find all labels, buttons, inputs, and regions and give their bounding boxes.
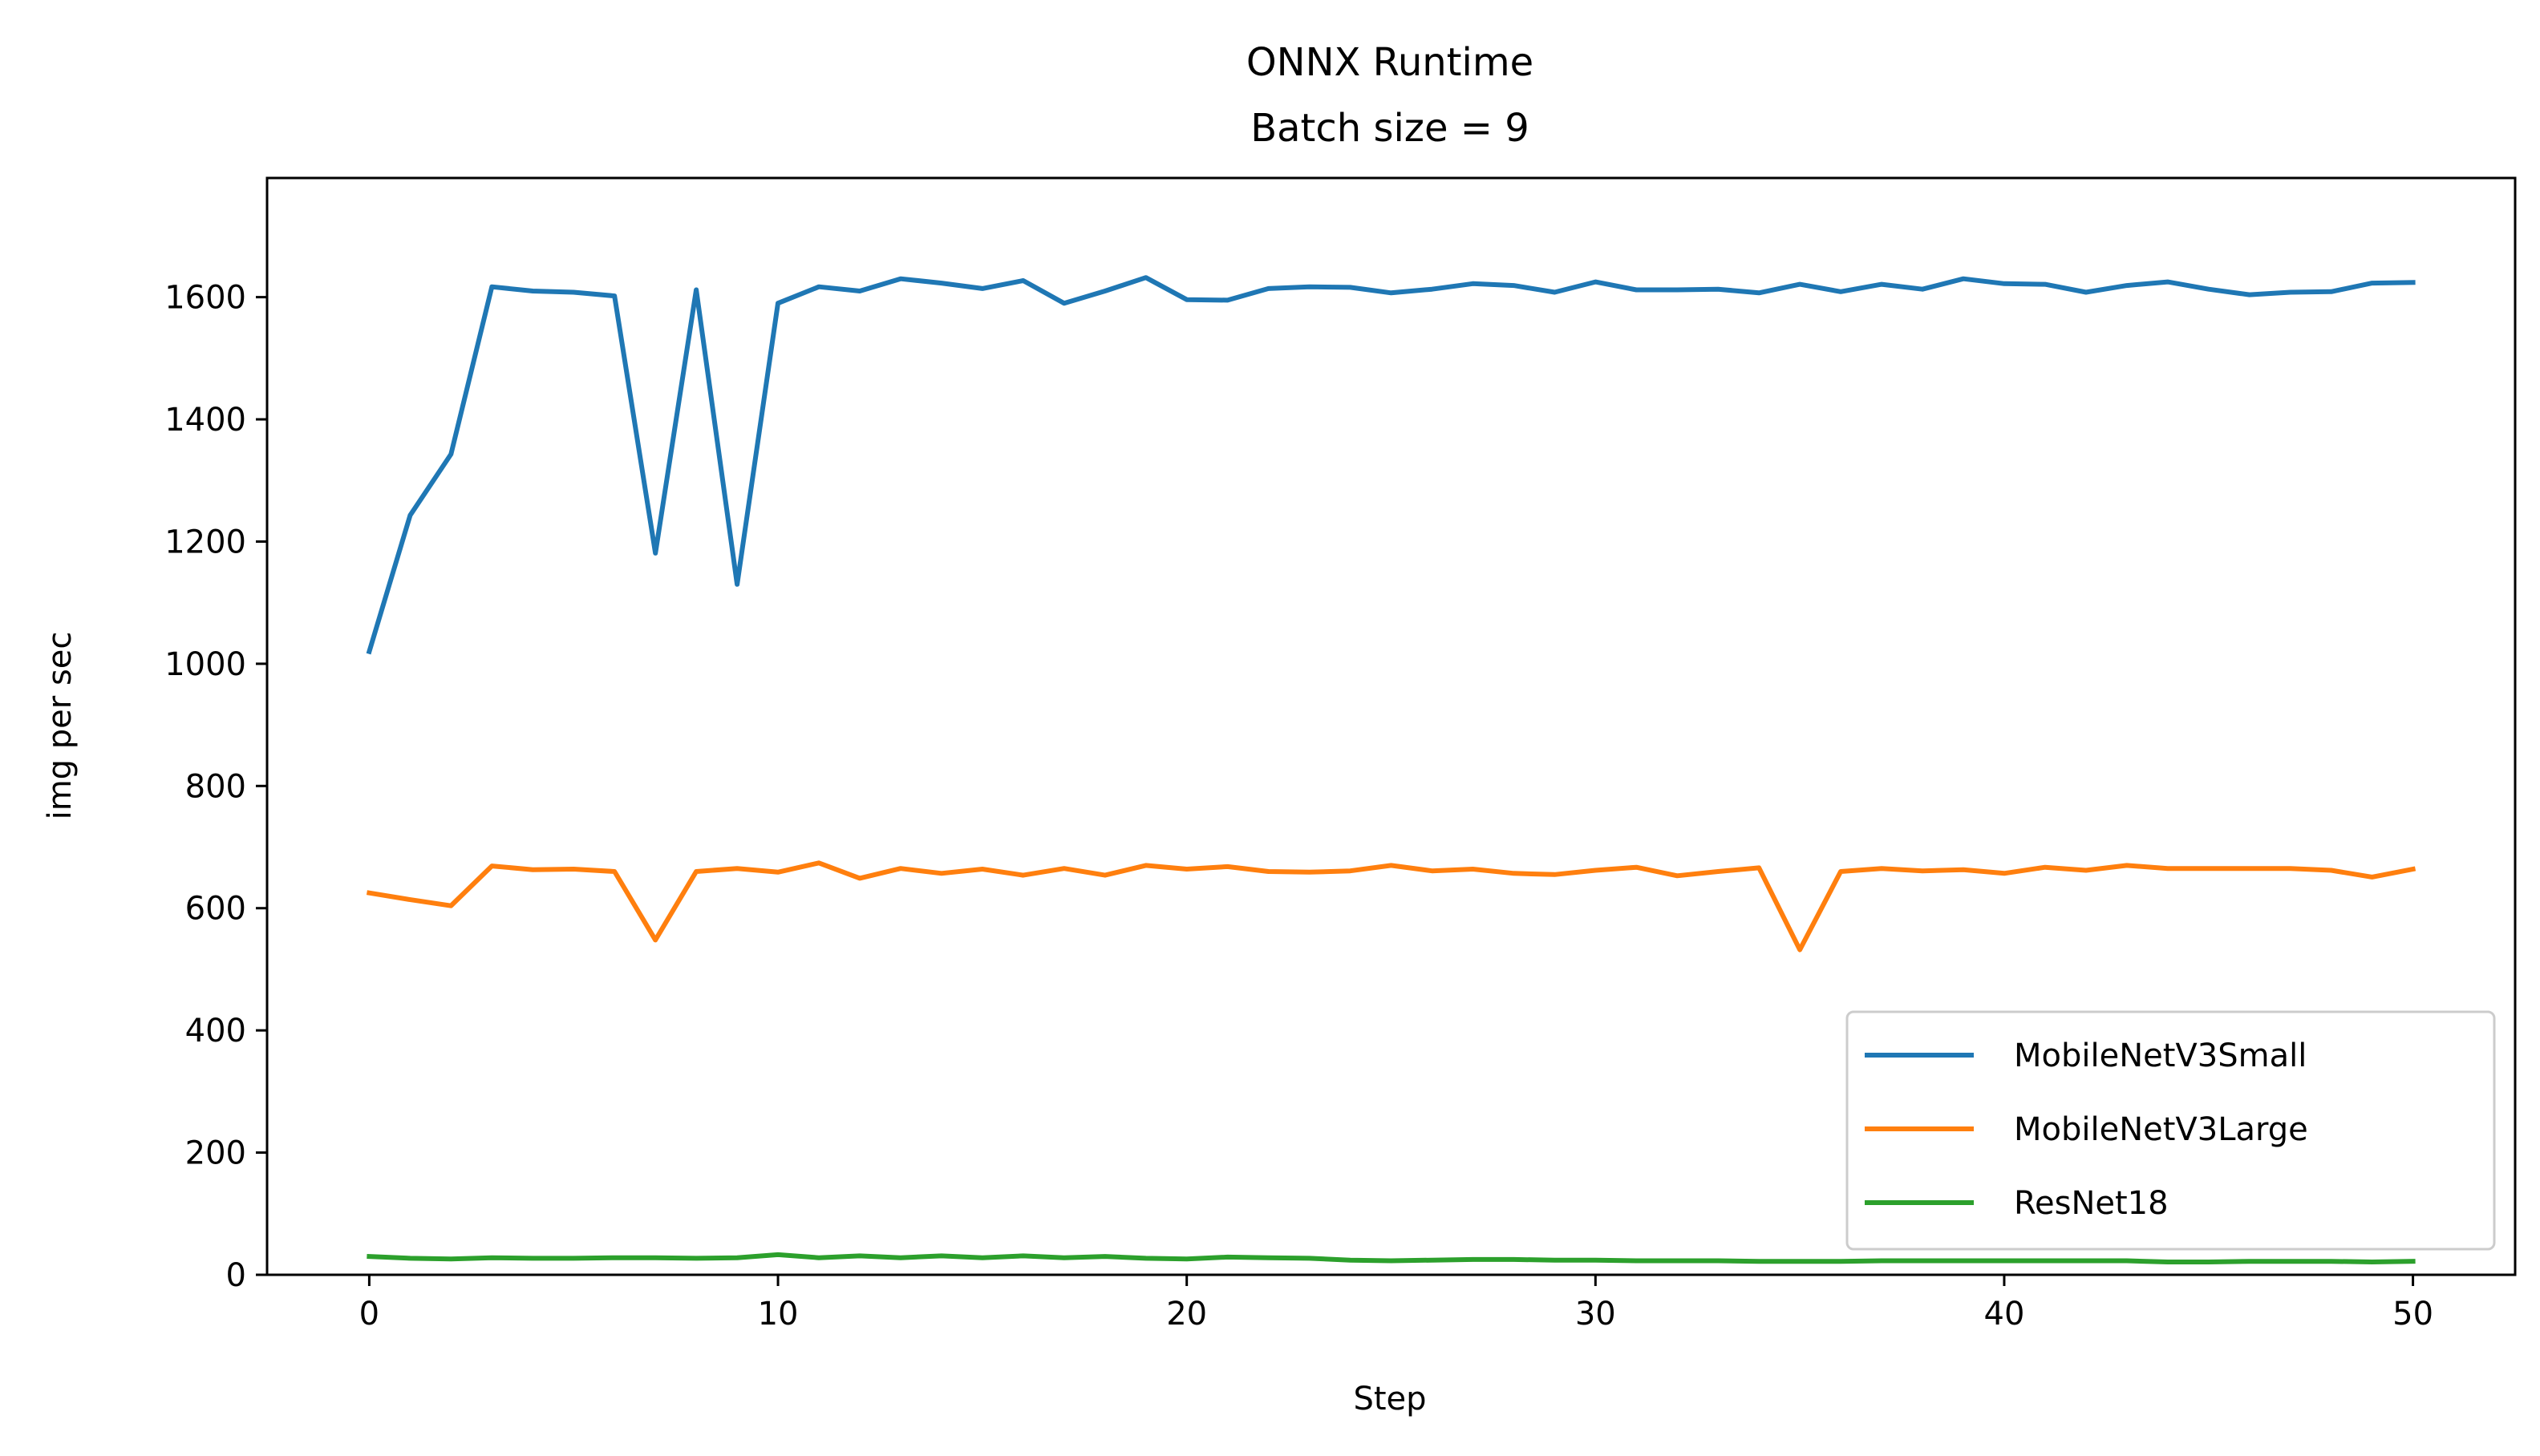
legend-label-2: ResNet18 [2014,1185,2169,1222]
axes: 0 10 20 30 40 50 0 200 400 600 800 1000 1200 1400 1600 [164,176,2517,1333]
x-tick-label: 50 [2392,1296,2433,1333]
y-axis-label: img per sec [42,632,79,820]
plot-frame [265,176,2517,1276]
legend: MobileNetV3Small MobileNetV3Large ResNet18 [1845,1010,2496,1251]
legend-label-0: MobileNetV3Small [2014,1037,2307,1074]
y-tick-label: 1200 [164,524,246,560]
x-tick-label: 30 [1575,1296,1616,1333]
y-tick-label: 1400 [164,402,246,439]
y-tick-label: 1000 [164,646,246,683]
x-tick-label: 40 [1984,1296,2025,1333]
y-tick-label: 600 [185,891,246,928]
y-tick-label: 0 [226,1257,246,1294]
y-tick-label: 400 [185,1013,246,1050]
x-tick-label: 20 [1166,1296,1207,1333]
x-tick-label: 0 [359,1296,379,1333]
y-tick-label: 1600 [164,280,246,317]
x-axis-label: Step [1353,1381,1426,1418]
legend-box [1845,1010,2496,1251]
y-tick-label: 200 [185,1135,246,1172]
y-tick-label: 800 [185,768,246,805]
chart-title: ONNX Runtime [1246,40,1533,85]
series-line-0 [366,275,2416,655]
plot-area [366,275,2416,1264]
series-line-2 [367,1252,2416,1264]
x-tick-label: 10 [758,1296,799,1333]
chart-subtitle: Batch size = 9 [1250,106,1529,151]
series-line-1 [366,860,2416,952]
legend-label-1: MobileNetV3Large [2014,1111,2308,1148]
